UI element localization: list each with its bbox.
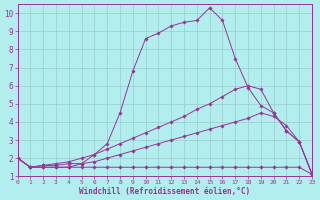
X-axis label: Windchill (Refroidissement éolien,°C): Windchill (Refroidissement éolien,°C) xyxy=(79,187,250,196)
